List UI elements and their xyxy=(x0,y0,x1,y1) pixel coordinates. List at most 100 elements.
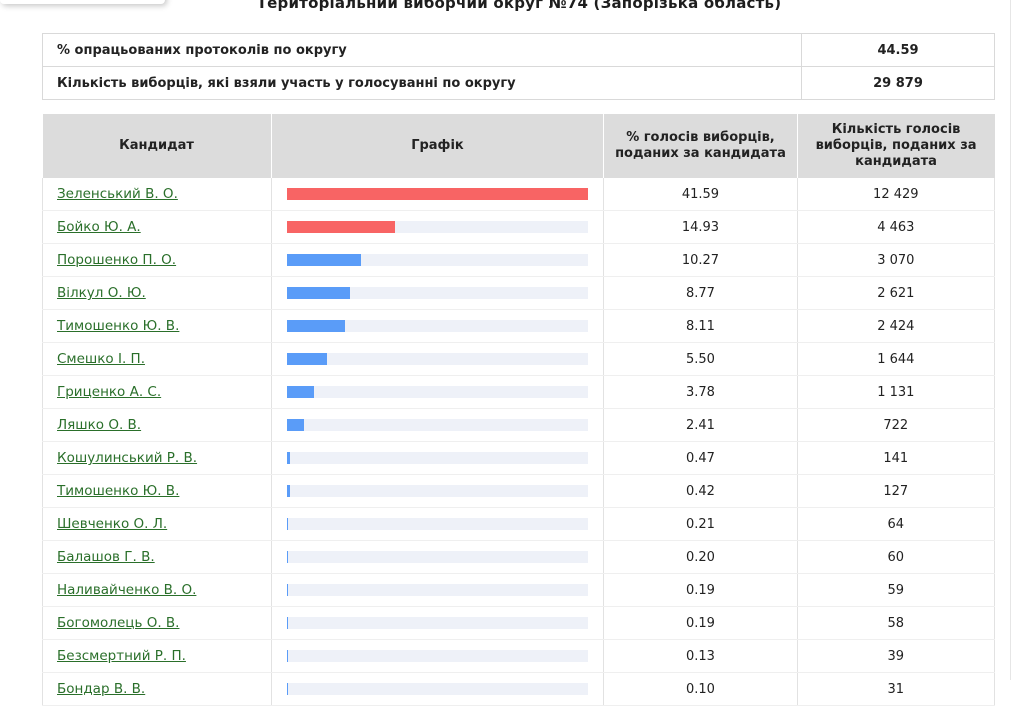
candidate-cell: Шевченко О. Л. xyxy=(42,507,272,541)
candidate-link[interactable]: Тимошенко Ю. В. xyxy=(57,318,180,334)
results-table: Кандидат Графік % голосів виборців, пода… xyxy=(42,114,996,706)
header-candidate: Кандидат xyxy=(42,114,272,178)
votes-cell: 127 xyxy=(797,474,996,508)
bar-track xyxy=(286,485,589,497)
percent-cell: 41.59 xyxy=(603,178,798,211)
candidate-link[interactable]: Ляшко О. В. xyxy=(57,417,142,433)
graph-cell xyxy=(271,408,605,442)
graph-cell xyxy=(271,276,605,310)
graph-cell xyxy=(271,672,605,706)
candidate-link[interactable]: Порошенко П. О. xyxy=(57,252,177,268)
table-row: Тимошенко Ю. В. 8.11 2 424 xyxy=(42,309,996,343)
candidate-cell: Бондар В. В. xyxy=(42,672,272,706)
candidate-link[interactable]: Гриценко А. С. xyxy=(57,384,162,400)
votes-cell: 12 429 xyxy=(797,178,996,211)
summary-label: % опрацьованих протоколів по округу xyxy=(42,33,802,67)
graph-cell xyxy=(271,507,605,541)
percent-cell: 0.13 xyxy=(603,639,798,673)
summary-row-processed: % опрацьованих протоколів по округу 44.5… xyxy=(42,33,995,67)
bar-track xyxy=(286,254,589,266)
votes-cell: 31 xyxy=(797,672,996,706)
candidate-cell: Вілкул О. Ю. xyxy=(42,276,272,310)
candidate-cell: Зеленський В. О. xyxy=(42,178,272,211)
votes-cell: 3 070 xyxy=(797,243,996,277)
vote-share-bar xyxy=(286,386,315,398)
bar-track xyxy=(286,452,589,464)
votes-cell: 1 131 xyxy=(797,375,996,409)
summary-table: % опрацьованих протоколів по округу 44.5… xyxy=(42,33,995,100)
table-row: Безсмертний Р. П. 0.13 39 xyxy=(42,639,996,673)
percent-cell: 0.10 xyxy=(603,672,798,706)
candidate-link[interactable]: Богомолець О. В. xyxy=(57,615,180,631)
votes-cell: 4 463 xyxy=(797,210,996,244)
vote-share-bar xyxy=(286,353,327,365)
candidate-link[interactable]: Кошулинський Р. В. xyxy=(57,450,198,466)
vote-share-bar xyxy=(286,551,289,563)
votes-cell: 58 xyxy=(797,606,996,640)
vote-share-bar xyxy=(286,221,395,233)
candidate-cell: Смешко І. П. xyxy=(42,342,272,376)
percent-cell: 5.50 xyxy=(603,342,798,376)
candidate-link[interactable]: Зеленський В. О. xyxy=(57,186,178,202)
percent-cell: 0.42 xyxy=(603,474,798,508)
percent-cell: 8.77 xyxy=(603,276,798,310)
bar-track xyxy=(286,551,589,563)
candidate-link[interactable]: Наливайченко В. О. xyxy=(57,582,197,598)
table-row: Ляшко О. В. 2.41 722 xyxy=(42,408,996,442)
summary-value: 29 879 xyxy=(801,66,995,100)
bar-track xyxy=(286,518,589,530)
votes-cell: 722 xyxy=(797,408,996,442)
percent-cell: 10.27 xyxy=(603,243,798,277)
table-row: Бойко Ю. А. 14.93 4 463 xyxy=(42,210,996,244)
page-edge-divider xyxy=(1010,0,1011,680)
bar-track xyxy=(286,584,589,596)
candidate-link[interactable]: Бойко Ю. А. xyxy=(57,219,141,235)
graph-cell xyxy=(271,639,605,673)
candidate-link[interactable]: Безсмертний Р. П. xyxy=(57,648,186,664)
graph-cell xyxy=(271,441,605,475)
vote-share-bar xyxy=(286,683,288,695)
percent-cell: 2.41 xyxy=(603,408,798,442)
table-row: Шевченко О. Л. 0.21 64 xyxy=(42,507,996,541)
vote-share-bar xyxy=(286,287,351,299)
graph-cell xyxy=(271,178,605,211)
vote-share-bar xyxy=(286,452,291,464)
percent-cell: 14.93 xyxy=(603,210,798,244)
candidate-link[interactable]: Тимошенко Ю. В. xyxy=(57,483,180,499)
candidate-link[interactable]: Бондар В. В. xyxy=(57,681,146,697)
candidate-link[interactable]: Вілкул О. Ю. xyxy=(57,285,146,301)
table-row: Вілкул О. Ю. 8.77 2 621 xyxy=(42,276,996,310)
table-row: Наливайченко В. О. 0.19 59 xyxy=(42,573,996,607)
vote-share-bar xyxy=(286,188,589,200)
votes-cell: 60 xyxy=(797,540,996,574)
vote-share-bar xyxy=(286,254,362,266)
graph-cell xyxy=(271,210,605,244)
candidate-link[interactable]: Балашов Г. В. xyxy=(57,549,155,565)
candidate-cell: Гриценко А. С. xyxy=(42,375,272,409)
candidate-cell: Кошулинський Р. В. xyxy=(42,441,272,475)
graph-cell xyxy=(271,540,605,574)
table-row: Гриценко А. С. 3.78 1 131 xyxy=(42,375,996,409)
candidate-link[interactable]: Шевченко О. Л. xyxy=(57,516,168,532)
candidate-link[interactable]: Смешко І. П. xyxy=(57,351,145,367)
summary-value: 44.59 xyxy=(801,33,995,67)
candidate-cell: Богомолець О. В. xyxy=(42,606,272,640)
bar-track xyxy=(286,221,589,233)
votes-cell: 59 xyxy=(797,573,996,607)
percent-cell: 3.78 xyxy=(603,375,798,409)
vote-share-bar xyxy=(286,419,305,431)
graph-cell xyxy=(271,606,605,640)
votes-cell: 39 xyxy=(797,639,996,673)
dropdown-panel-edge xyxy=(0,0,165,4)
graph-cell xyxy=(271,573,605,607)
bar-track xyxy=(286,188,589,200)
table-row: Порошенко П. О. 10.27 3 070 xyxy=(42,243,996,277)
header-percent: % голосів виборців, поданих за кандидата xyxy=(603,114,798,178)
votes-cell: 141 xyxy=(797,441,996,475)
summary-label: Кількість виборців, які взяли участь у г… xyxy=(42,66,802,100)
votes-cell: 64 xyxy=(797,507,996,541)
bar-track xyxy=(286,353,589,365)
graph-cell xyxy=(271,474,605,508)
graph-cell xyxy=(271,309,605,343)
results-body: Зеленський В. О. 41.59 12 429 Бойко Ю. А. 14… xyxy=(42,178,996,706)
